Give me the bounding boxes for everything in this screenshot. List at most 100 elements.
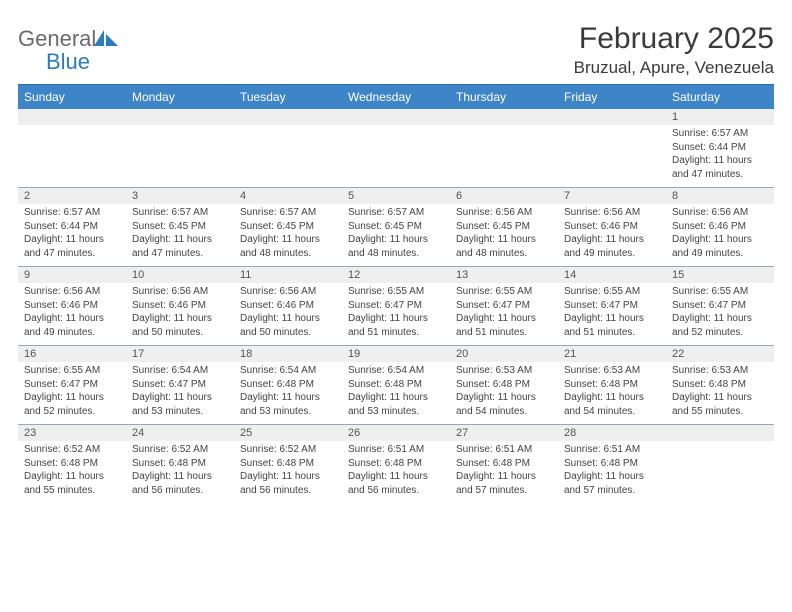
daylight-text: Daylight: 11 hours and 54 minutes. (456, 391, 552, 418)
day-cell: Sunrise: 6:56 AMSunset: 6:46 PMDaylight:… (558, 204, 666, 266)
location-label: Bruzual, Apure, Venezuela (574, 58, 774, 78)
sunset-text: Sunset: 6:48 PM (456, 378, 552, 392)
day-number: 23 (18, 425, 126, 441)
sunrise-text: Sunrise: 6:56 AM (132, 285, 228, 299)
day-number: 1 (666, 109, 774, 125)
day-number: 5 (342, 188, 450, 204)
week-row: 1Sunrise: 6:57 AMSunset: 6:44 PMDaylight… (18, 109, 774, 188)
day-cell: Sunrise: 6:55 AMSunset: 6:47 PMDaylight:… (666, 283, 774, 345)
sunset-text: Sunset: 6:44 PM (672, 141, 768, 155)
day-number (666, 425, 774, 441)
day-cell: Sunrise: 6:56 AMSunset: 6:46 PMDaylight:… (234, 283, 342, 345)
daylight-text: Daylight: 11 hours and 56 minutes. (132, 470, 228, 497)
day-number: 3 (126, 188, 234, 204)
sunset-text: Sunset: 6:46 PM (132, 299, 228, 313)
day-number: 8 (666, 188, 774, 204)
daylight-text: Daylight: 11 hours and 48 minutes. (240, 233, 336, 260)
daylight-text: Daylight: 11 hours and 49 minutes. (672, 233, 768, 260)
dow-header: Sunday Monday Tuesday Wednesday Thursday… (18, 85, 774, 109)
day-cell (450, 125, 558, 187)
day-cell: Sunrise: 6:55 AMSunset: 6:47 PMDaylight:… (342, 283, 450, 345)
day-cell: Sunrise: 6:54 AMSunset: 6:48 PMDaylight:… (342, 362, 450, 424)
week-row: 16171819202122Sunrise: 6:55 AMSunset: 6:… (18, 346, 774, 425)
dow-sun: Sunday (18, 85, 126, 109)
daylight-text: Daylight: 11 hours and 50 minutes. (240, 312, 336, 339)
day-number: 18 (234, 346, 342, 362)
week-row: 2345678Sunrise: 6:57 AMSunset: 6:44 PMDa… (18, 188, 774, 267)
day-cell (126, 125, 234, 187)
day-cell: Sunrise: 6:55 AMSunset: 6:47 PMDaylight:… (18, 362, 126, 424)
daynum-band: 232425262728 (18, 425, 774, 441)
daylight-text: Daylight: 11 hours and 55 minutes. (672, 391, 768, 418)
daylight-text: Daylight: 11 hours and 57 minutes. (456, 470, 552, 497)
sunset-text: Sunset: 6:48 PM (240, 457, 336, 471)
header: General Blue February 2025 Bruzual, Apur… (18, 22, 774, 78)
sunset-text: Sunset: 6:45 PM (132, 220, 228, 234)
daylight-text: Daylight: 11 hours and 48 minutes. (348, 233, 444, 260)
day-cell: Sunrise: 6:53 AMSunset: 6:48 PMDaylight:… (558, 362, 666, 424)
sunset-text: Sunset: 6:48 PM (564, 378, 660, 392)
daylight-text: Daylight: 11 hours and 53 minutes. (240, 391, 336, 418)
page-title: February 2025 (574, 22, 774, 56)
day-number: 21 (558, 346, 666, 362)
day-number: 9 (18, 267, 126, 283)
daylight-text: Daylight: 11 hours and 50 minutes. (132, 312, 228, 339)
sunset-text: Sunset: 6:47 PM (564, 299, 660, 313)
sunrise-text: Sunrise: 6:55 AM (672, 285, 768, 299)
day-number: 11 (234, 267, 342, 283)
sunset-text: Sunset: 6:48 PM (240, 378, 336, 392)
day-number (558, 109, 666, 125)
day-number: 20 (450, 346, 558, 362)
sunrise-text: Sunrise: 6:52 AM (24, 443, 120, 457)
day-cell: Sunrise: 6:56 AMSunset: 6:46 PMDaylight:… (126, 283, 234, 345)
day-cell (558, 125, 666, 187)
week-row: 9101112131415Sunrise: 6:56 AMSunset: 6:4… (18, 267, 774, 346)
day-cell (234, 125, 342, 187)
sunset-text: Sunset: 6:48 PM (24, 457, 120, 471)
sunrise-text: Sunrise: 6:53 AM (564, 364, 660, 378)
day-cell: Sunrise: 6:57 AMSunset: 6:45 PMDaylight:… (234, 204, 342, 266)
sunrise-text: Sunrise: 6:51 AM (348, 443, 444, 457)
day-cell: Sunrise: 6:54 AMSunset: 6:48 PMDaylight:… (234, 362, 342, 424)
day-cell: Sunrise: 6:51 AMSunset: 6:48 PMDaylight:… (342, 441, 450, 503)
sunset-text: Sunset: 6:48 PM (672, 378, 768, 392)
daylight-text: Daylight: 11 hours and 47 minutes. (672, 154, 768, 181)
day-number: 7 (558, 188, 666, 204)
daylight-text: Daylight: 11 hours and 57 minutes. (564, 470, 660, 497)
sunset-text: Sunset: 6:48 PM (132, 457, 228, 471)
sunrise-text: Sunrise: 6:51 AM (564, 443, 660, 457)
sunrise-text: Sunrise: 6:54 AM (132, 364, 228, 378)
daynum-band: 16171819202122 (18, 346, 774, 362)
day-number: 10 (126, 267, 234, 283)
day-number (234, 109, 342, 125)
calendar: Sunday Monday Tuesday Wednesday Thursday… (18, 84, 774, 503)
logo-text: General Blue (18, 28, 118, 74)
daylight-text: Daylight: 11 hours and 51 minutes. (348, 312, 444, 339)
sunset-text: Sunset: 6:46 PM (240, 299, 336, 313)
daylight-text: Daylight: 11 hours and 47 minutes. (24, 233, 120, 260)
day-cell: Sunrise: 6:52 AMSunset: 6:48 PMDaylight:… (234, 441, 342, 503)
sunset-text: Sunset: 6:47 PM (672, 299, 768, 313)
day-cell: Sunrise: 6:56 AMSunset: 6:46 PMDaylight:… (666, 204, 774, 266)
day-cell: Sunrise: 6:55 AMSunset: 6:47 PMDaylight:… (558, 283, 666, 345)
day-number: 13 (450, 267, 558, 283)
sunrise-text: Sunrise: 6:56 AM (24, 285, 120, 299)
sunrise-text: Sunrise: 6:55 AM (456, 285, 552, 299)
daylight-text: Daylight: 11 hours and 51 minutes. (456, 312, 552, 339)
sunset-text: Sunset: 6:47 PM (348, 299, 444, 313)
sunrise-text: Sunrise: 6:54 AM (348, 364, 444, 378)
sunrise-text: Sunrise: 6:52 AM (132, 443, 228, 457)
day-cell (342, 125, 450, 187)
day-cell (18, 125, 126, 187)
daylight-text: Daylight: 11 hours and 51 minutes. (564, 312, 660, 339)
daylight-text: Daylight: 11 hours and 53 minutes. (132, 391, 228, 418)
day-number: 16 (18, 346, 126, 362)
daylight-text: Daylight: 11 hours and 49 minutes. (564, 233, 660, 260)
day-number (126, 109, 234, 125)
sunset-text: Sunset: 6:48 PM (348, 378, 444, 392)
sunset-text: Sunset: 6:47 PM (132, 378, 228, 392)
logo-text-blue: Blue (46, 49, 90, 74)
daylight-text: Daylight: 11 hours and 48 minutes. (456, 233, 552, 260)
sunrise-text: Sunrise: 6:51 AM (456, 443, 552, 457)
day-cell (666, 441, 774, 503)
